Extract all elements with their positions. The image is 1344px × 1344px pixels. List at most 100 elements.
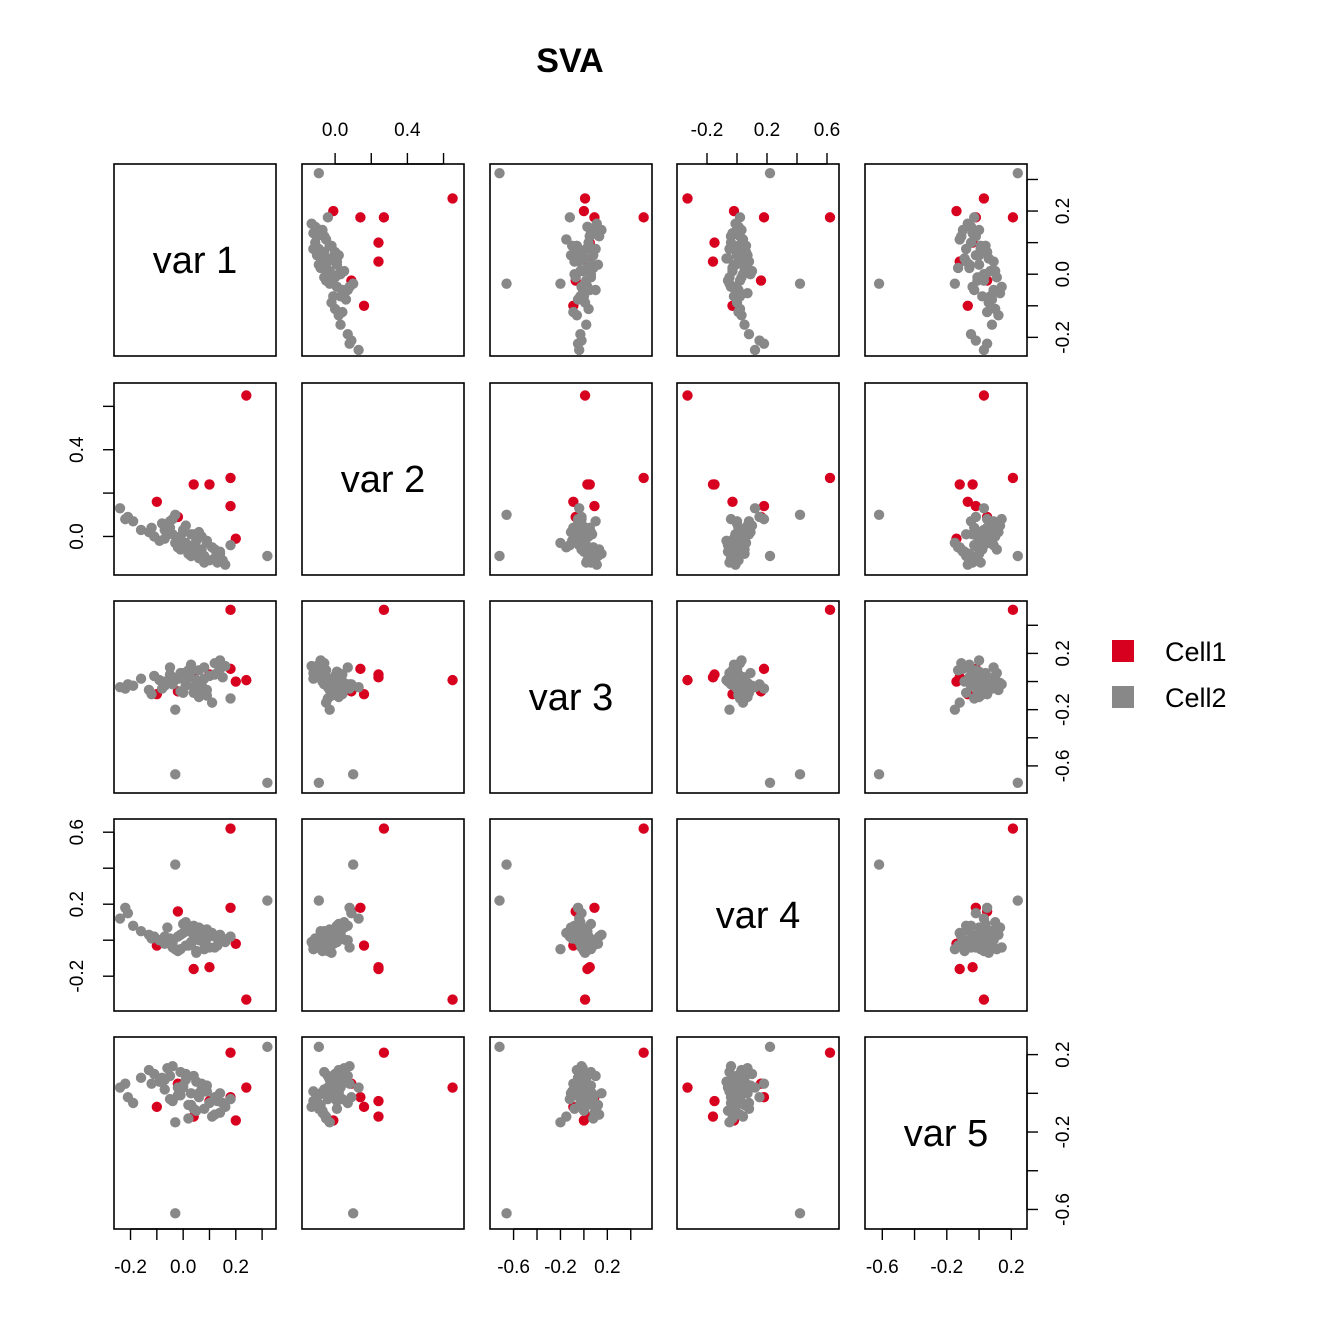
point-cell2	[754, 511, 765, 523]
point-cell2	[743, 687, 755, 698]
panel-frame	[301, 382, 465, 576]
point-cell2	[734, 212, 746, 223]
point-cell2	[568, 306, 579, 318]
point-cell2	[571, 1080, 583, 1091]
point-cell2	[201, 684, 213, 696]
x-axis-top-4: -0.2 0.2 0.6	[691, 120, 840, 165]
point-cell2	[743, 529, 755, 540]
point-cell2	[973, 526, 985, 538]
panel-1-3	[489, 163, 653, 357]
point-cell2	[199, 662, 210, 673]
variable-label: var 5	[904, 1113, 988, 1155]
point-cell2	[114, 681, 126, 693]
point-cell2	[590, 1070, 601, 1082]
point-cell2	[322, 212, 334, 223]
point-cell1	[962, 496, 973, 507]
point-cell1	[373, 237, 384, 248]
point-cell1	[225, 472, 236, 484]
point-cell2	[185, 1088, 197, 1099]
point-cell1	[358, 300, 370, 311]
y-axis-right-3: -0.6 -0.2 0.2	[1026, 624, 1074, 782]
point-cell2	[952, 542, 964, 553]
point-cell1	[188, 963, 199, 975]
point-cell2	[592, 1099, 604, 1111]
panel-frame	[113, 163, 277, 357]
point-cell2	[335, 291, 346, 302]
panel-5-5: var 5	[864, 1036, 1028, 1230]
point-cell2	[342, 1070, 353, 1082]
point-cell1	[1007, 472, 1019, 484]
point-cell1	[727, 496, 738, 507]
point-cell2	[582, 933, 593, 944]
panel-frame	[864, 818, 1028, 1012]
point-cell2	[501, 278, 512, 289]
point-cell2	[739, 319, 750, 330]
tick-label: 0.2	[67, 891, 88, 917]
point-cell1	[373, 1095, 384, 1107]
point-cell2	[584, 231, 595, 242]
point-cell2	[743, 256, 755, 267]
point-cell2	[981, 902, 993, 913]
point-cell2	[320, 697, 332, 708]
point-cell2	[749, 503, 761, 514]
tick-label: 0.2	[998, 1257, 1024, 1278]
point-cell2	[571, 537, 583, 549]
point-cell2	[988, 662, 999, 673]
point-cell2	[596, 1088, 607, 1099]
point-cell2	[183, 542, 194, 553]
point-cell1	[230, 938, 241, 949]
point-cell2	[164, 1070, 176, 1082]
point-cell2	[973, 655, 985, 666]
point-cell2	[164, 935, 176, 946]
point-cell2	[949, 278, 961, 289]
variable-label: var 2	[341, 459, 425, 501]
point-cell1	[824, 212, 836, 223]
point-cell2	[311, 942, 323, 953]
panel-frame	[864, 163, 1028, 357]
panel-4-4: var 4	[676, 818, 840, 1012]
chart-title: SVA	[536, 42, 603, 80]
point-cell2	[209, 1091, 220, 1103]
panel-frame	[676, 1036, 840, 1230]
point-cell1	[204, 962, 215, 973]
tick-label: 0.0	[1053, 261, 1074, 287]
point-cell1	[709, 479, 720, 490]
point-cell2	[973, 691, 985, 703]
point-cell2	[135, 926, 147, 937]
point-cell1	[230, 676, 241, 687]
point-cell1	[755, 275, 767, 286]
point-cell2	[225, 693, 236, 704]
tick-label: -0.2	[1053, 321, 1074, 354]
panel-2-3	[489, 382, 653, 576]
panel-1-5	[864, 163, 1028, 357]
point-cell2	[736, 272, 747, 283]
point-cell2	[313, 167, 325, 179]
point-cell2	[731, 284, 743, 296]
point-cell2	[794, 509, 806, 520]
point-cell2	[170, 1117, 181, 1128]
point-cell2	[188, 920, 199, 931]
point-cell2	[347, 769, 359, 780]
point-cell2	[217, 1097, 228, 1109]
tick-label: 0.2	[754, 120, 780, 141]
point-cell2	[322, 275, 334, 286]
point-cell2	[569, 920, 580, 931]
point-cell2	[114, 503, 126, 514]
point-cell2	[873, 769, 885, 780]
point-cell1	[682, 193, 693, 204]
point-cell2	[225, 539, 236, 551]
point-cell2	[501, 1208, 512, 1219]
y-axis-left-4: -0.2 0.2 0.6	[67, 819, 115, 993]
point-cell1	[373, 256, 384, 267]
point-cell2	[146, 1078, 157, 1089]
point-cell2	[746, 265, 758, 277]
point-cell2	[353, 681, 364, 693]
point-cell2	[724, 704, 735, 715]
point-cell1	[709, 669, 720, 680]
point-cell1	[951, 676, 962, 687]
point-cell2	[313, 895, 325, 906]
point-cell2	[873, 859, 885, 870]
point-cell2	[353, 913, 364, 924]
point-cell2	[162, 922, 173, 933]
point-cell2	[754, 1091, 765, 1103]
